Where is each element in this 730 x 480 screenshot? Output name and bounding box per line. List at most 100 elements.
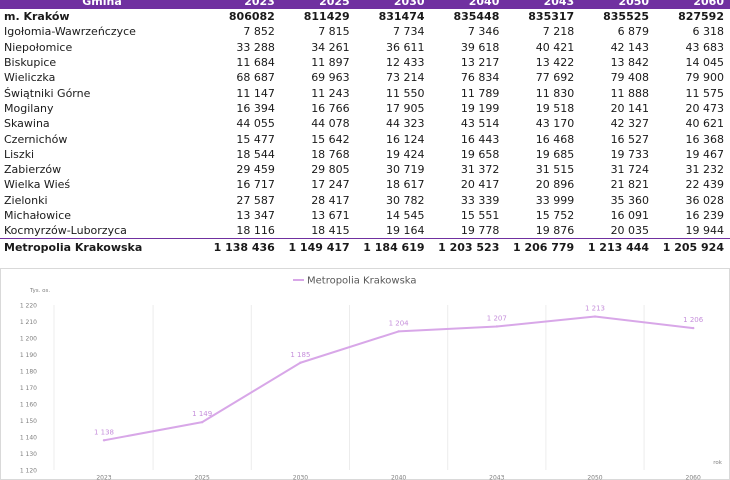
population-value: 11 684 (236, 56, 275, 70)
population-value: 1 213 444 (580, 238, 656, 255)
population-value: 20 035 (610, 224, 650, 238)
population-value: 43 683 (685, 40, 725, 54)
population-value: 13 217 (460, 56, 500, 70)
header-year: 2030 (355, 0, 431, 9)
population-value: 1 184 619 (355, 238, 431, 255)
population-value: 827592 (678, 10, 724, 24)
table-row: Biskupice 11 684 11 897 12 433 13 217 13 422 1… (0, 55, 730, 70)
population-value: 15 477 (236, 132, 275, 146)
population-value: 31 372 (460, 163, 500, 177)
population-value: 29 459 (236, 163, 275, 177)
y-tick-label: 1 160 (20, 402, 37, 409)
population-value: 16 394 (236, 101, 275, 115)
population-value: 31 724 (610, 163, 650, 177)
population-value: 1 149 417 (280, 238, 356, 255)
table-row: Wieliczka 68 687 69 963 73 214 76 834 77 692 7… (0, 70, 730, 85)
gmina-name: Wieliczka (4, 71, 56, 85)
population-value: 42 143 (610, 40, 650, 54)
data-label: 1 206 (683, 316, 704, 324)
y-tick-label: 1 200 (20, 336, 37, 343)
population-value: 33 339 (460, 193, 500, 207)
population-value: 11 147 (236, 86, 275, 100)
table-row: Michałowice 13 347 13 671 14 545 15 551 15 75… (0, 208, 730, 223)
y-tick-label: 1 120 (20, 468, 37, 475)
gmina-name: Skawina (4, 117, 50, 131)
population-value: 36 028 (685, 193, 725, 207)
header-year: 2060 (655, 0, 730, 9)
population-value: 7 852 (243, 25, 275, 39)
population-value: 1 205 924 (655, 238, 730, 255)
population-value: 19 199 (460, 101, 500, 115)
population-value: 11 550 (386, 86, 425, 100)
population-value: 11 888 (610, 86, 650, 100)
population-value: 40 621 (685, 117, 725, 131)
population-value: 18 415 (311, 224, 350, 238)
population-value: 40 421 (535, 40, 575, 54)
gmina-name: m. Kraków (4, 10, 70, 24)
population-value: 44 323 (386, 117, 425, 131)
gmina-name: Świątniki Górne (4, 86, 91, 100)
population-value: 20 417 (460, 178, 500, 192)
data-point (692, 326, 695, 330)
population-value: 20 141 (610, 101, 650, 115)
population-value: 33 999 (535, 193, 575, 207)
population-value: 6 879 (617, 25, 650, 39)
table-row: Skawina 44 055 44 078 44 323 43 514 43 170 42 … (0, 116, 730, 131)
gmina-name: Niepołomice (4, 40, 73, 54)
population-value: 7 734 (393, 25, 425, 39)
population-value: 16 717 (236, 178, 275, 192)
population-value: 835448 (453, 10, 500, 24)
data-point (593, 315, 597, 318)
x-unit-label: rok (713, 460, 723, 466)
population-value: 15 642 (311, 132, 350, 146)
table-header-row: Gmina 2023 2025 2030 2040 2043 2050 2060 (0, 0, 730, 9)
table-row: Igołomia-Wawrzeńczyce 7 852 7 815 7 734 7 34… (0, 24, 730, 39)
x-tick-label: 2050 (587, 475, 602, 480)
population-value: 69 963 (311, 71, 350, 85)
data-label: 1 149 (192, 410, 212, 418)
population-value: 1 206 779 (505, 238, 581, 255)
header-year: 2040 (430, 0, 506, 9)
population-value: 33 288 (236, 40, 275, 54)
y-axis-label: Tys. os. (29, 288, 50, 294)
y-tick-label: 1 150 (20, 418, 37, 425)
x-tick-label: 2023 (96, 475, 111, 480)
chart-border (0, 268, 730, 480)
population-value: 19 467 (685, 147, 725, 161)
population-value: 16 124 (386, 132, 425, 146)
header-year: 2050 (580, 0, 656, 9)
data-point (299, 361, 302, 364)
population-value: 29 805 (311, 163, 350, 177)
population-value: 811429 (303, 10, 350, 24)
population-value: 18 617 (386, 178, 425, 192)
population-value: 39 618 (460, 40, 500, 54)
gmina-name: Zielonki (4, 193, 48, 207)
population-value: 18 116 (236, 224, 275, 238)
population-value: 19 778 (460, 224, 500, 238)
population-value: 1 138 436 (206, 238, 281, 255)
population-value: 19 944 (685, 224, 725, 238)
y-tick-label: 1 130 (20, 451, 37, 458)
population-value: 44 055 (236, 117, 275, 131)
population-value: 30 719 (386, 163, 425, 177)
population-value: 14 045 (685, 56, 725, 70)
population-value: 1 203 523 (430, 238, 506, 255)
population-value: 19 685 (535, 147, 575, 161)
population-value: 43 170 (535, 117, 575, 131)
population-value: 11 243 (311, 86, 350, 100)
population-value: 42 327 (610, 117, 650, 131)
population-value: 13 422 (535, 56, 575, 70)
population-value: 806082 (228, 10, 275, 24)
data-point (397, 330, 400, 333)
population-value: 16 368 (685, 132, 725, 146)
data-label: 1 185 (290, 351, 310, 359)
gmina-name: Kocmyrzów-Luborzyca (4, 224, 127, 238)
population-value: 16 443 (460, 132, 500, 146)
chart-svg: 1 120 1 130 1 140 1 150 1 160 1 170 1 180 1 190… (0, 268, 730, 480)
population-value: 31 232 (685, 163, 725, 177)
population-value: 16 527 (610, 132, 650, 146)
population-value: 835317 (528, 10, 575, 24)
population-value: 13 347 (236, 209, 275, 222)
population-value: 7 218 (542, 25, 575, 39)
gmina-name: Wielka Wieś (4, 178, 71, 192)
